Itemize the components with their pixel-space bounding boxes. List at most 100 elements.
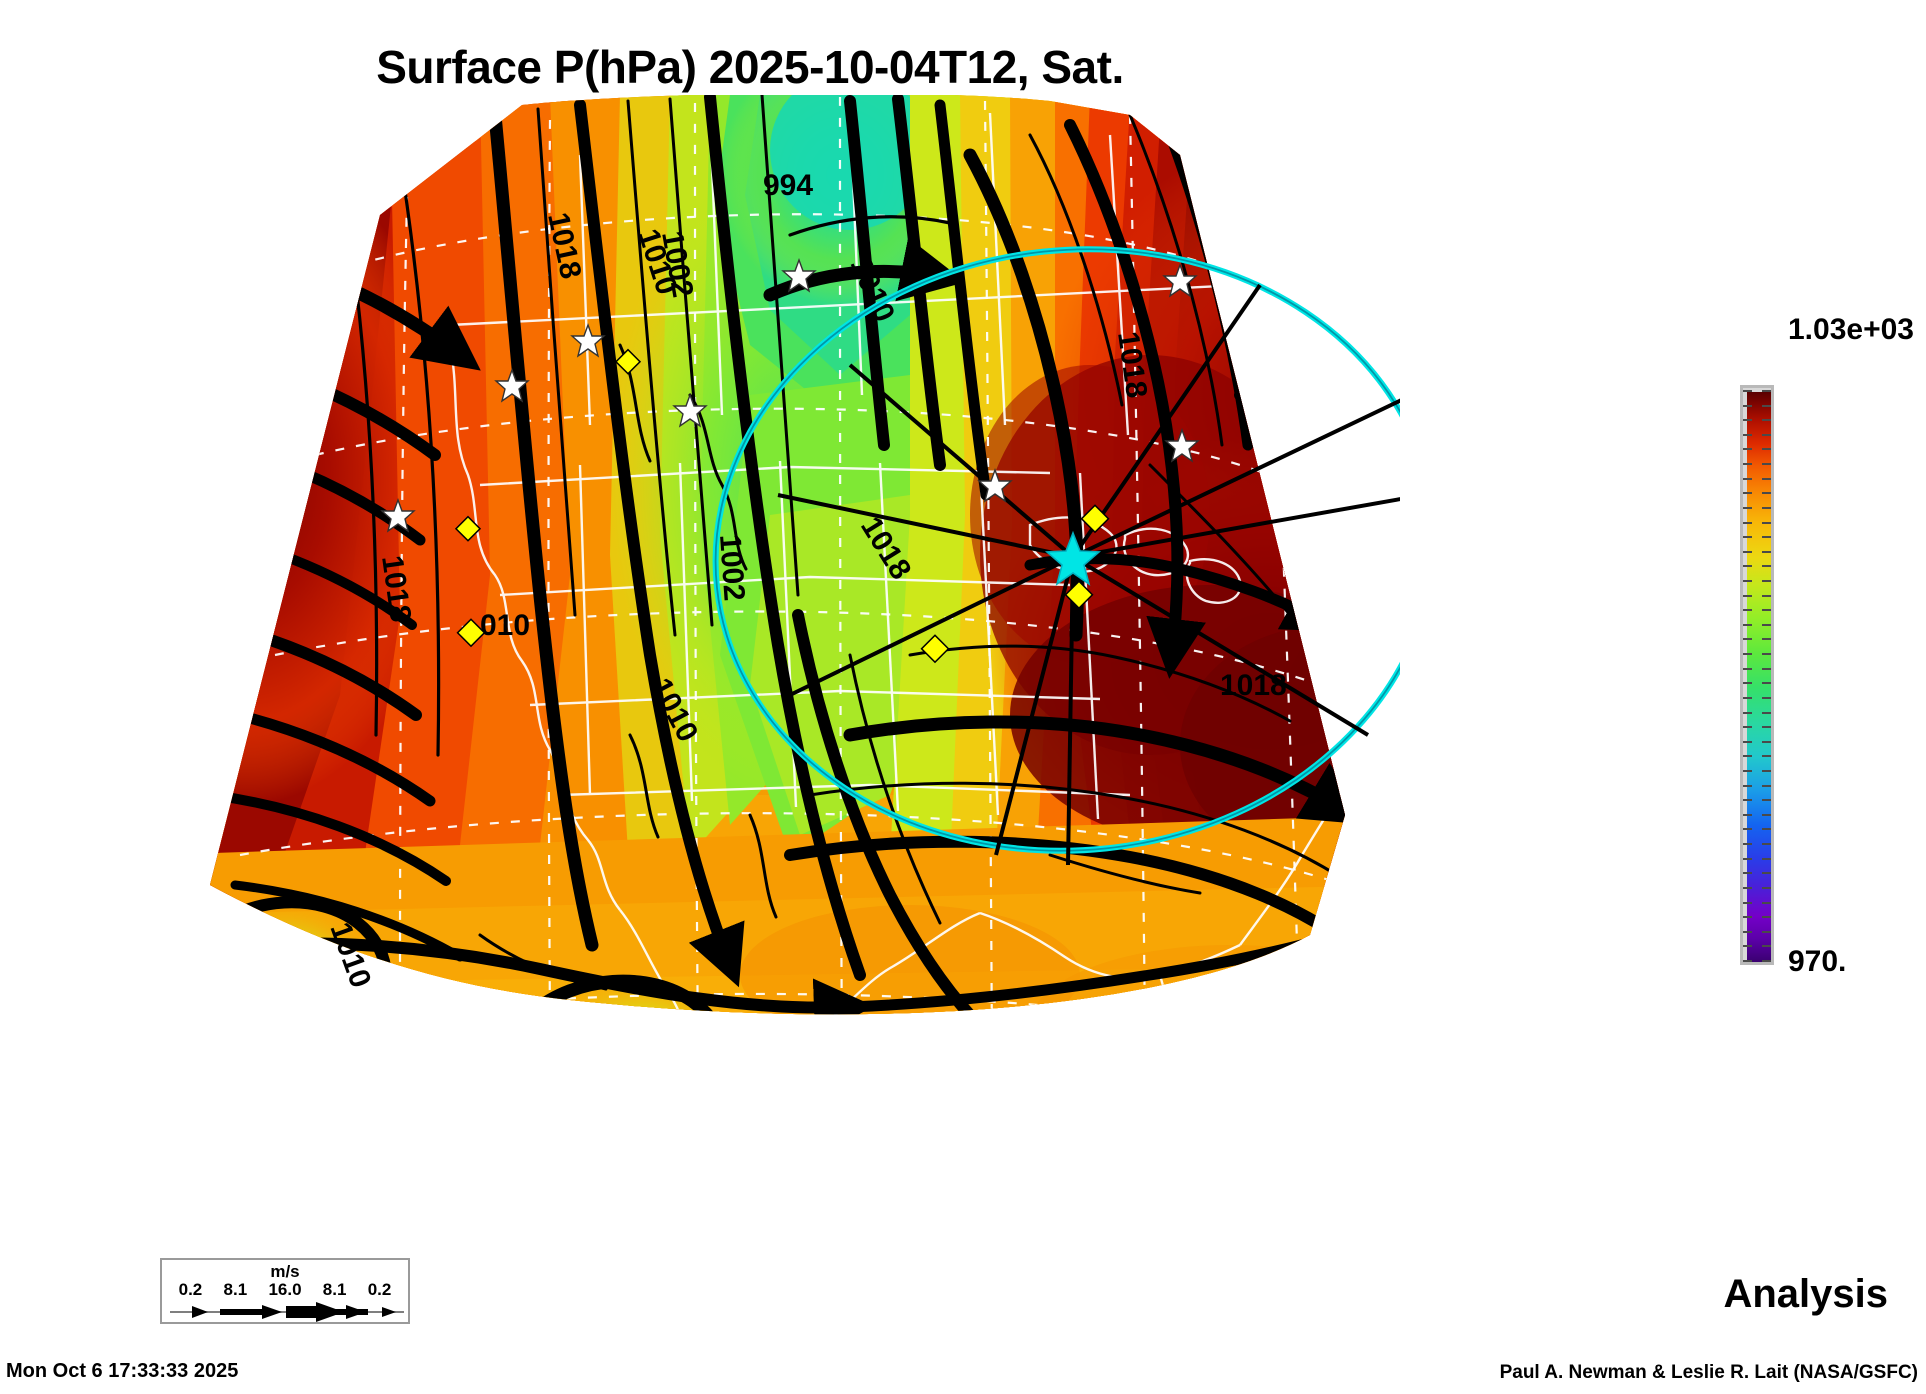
colorbar-tick: [1743, 726, 1752, 729]
colorbar-tick: [1743, 843, 1752, 846]
wind-legend-tick-label: 8.1: [223, 1280, 248, 1299]
colorbar-tick: [1762, 857, 1771, 860]
colorbar-tick: [1762, 740, 1771, 743]
white-star-markers[interactable]: [380, 257, 1200, 533]
colorbar-tick: [1762, 843, 1771, 846]
colorbar-tick: [1762, 536, 1771, 539]
station-marker-diamond[interactable]: [456, 618, 486, 648]
colorbar-tick: [1743, 930, 1752, 933]
flight-track-lines: [777, 283, 1400, 866]
colorbar-tick: [1743, 565, 1752, 568]
white-star-marker: [1164, 427, 1200, 463]
cyan-range-ring-edge: [714, 248, 1400, 852]
wind-legend-ticks: 0.2 8.1 16.0 8.1 0.2: [162, 1280, 408, 1300]
colorbar-min-label: 970.: [1788, 945, 1847, 978]
colorbar: 1.03e+03 970.: [1740, 313, 1926, 985]
colorbar-tick: [1743, 799, 1752, 802]
colorbar-tick: [1762, 711, 1771, 714]
colorbar-tick: [1743, 682, 1752, 685]
colorbar-tick: [1762, 550, 1771, 553]
contour-label-994: 994: [763, 169, 813, 202]
colorbar-tick: [1762, 799, 1771, 802]
colorbar-tick: [1762, 653, 1771, 656]
colorbar-tick: [1743, 433, 1752, 436]
colorbar-tick: [1743, 623, 1752, 626]
colorbar-tick: [1762, 682, 1771, 685]
colorbar-tick: [1743, 390, 1752, 392]
colorbar-tick: [1762, 770, 1771, 772]
colorbar-tick: [1743, 506, 1752, 509]
colorbar-tick: [1743, 872, 1752, 875]
colorbar-tick: [1743, 916, 1752, 919]
white-star-marker: [977, 467, 1013, 503]
colorbar-tick: [1743, 580, 1752, 582]
colorbar-tick: [1743, 711, 1752, 714]
colorbar-tick: [1743, 770, 1752, 772]
colorbar-tick: [1762, 886, 1771, 889]
colorbar-tick: [1743, 653, 1752, 656]
colorbar-tick: [1743, 886, 1752, 889]
colorbar-tick: [1762, 667, 1771, 670]
colorbar-tick: [1743, 521, 1752, 524]
colorbar-tick: [1743, 945, 1752, 948]
colorbar-tick: [1762, 945, 1771, 948]
wind-legend-tick-label: 8.1: [322, 1280, 347, 1299]
colorbar-tick: [1762, 901, 1771, 904]
colorbar-tick: [1743, 550, 1752, 553]
colorbar-tick: [1743, 638, 1752, 641]
colorbar-tick: [1762, 960, 1771, 962]
white-star-marker: [570, 322, 606, 358]
colorbar-tick: [1762, 580, 1771, 582]
station-marker-diamond[interactable]: [454, 515, 482, 542]
analysis-label: Analysis: [1723, 1272, 1888, 1316]
colorbar-tick: [1743, 536, 1752, 539]
colorbar-tick: [1762, 419, 1771, 422]
colorbar-tick: [1762, 813, 1771, 816]
colorbar-tick: [1762, 623, 1771, 626]
colorbar-tick: [1743, 901, 1752, 904]
wind-legend-tick-label: 16.0: [268, 1280, 302, 1299]
station-markers[interactable]: [380, 257, 1200, 664]
colorbar-tick: [1762, 477, 1771, 480]
colorbar-ticks: [1740, 385, 1774, 965]
colorbar-tick: [1762, 463, 1771, 466]
range-ring-group: [712, 246, 1400, 854]
station-marker-diamond[interactable]: [1080, 504, 1110, 534]
colorbar-tick: [1743, 419, 1752, 422]
colorbar-tick: [1762, 506, 1771, 509]
white-star-marker: [380, 497, 416, 533]
colorbar-tick: [1762, 594, 1771, 597]
colorbar-tick: [1743, 609, 1752, 612]
colorbar-tick: [1762, 696, 1771, 699]
colorbar-tick: [1743, 755, 1752, 758]
colorbar-tick: [1743, 784, 1752, 787]
wind-speed-legend: m/s 0.2 8.1 16.0 8.1 0.2: [160, 1258, 410, 1324]
wind-legend-tick-label: 0.2: [178, 1280, 203, 1299]
page-title: Surface P(hPa) 2025-10-04T12, Sat.: [376, 41, 1124, 93]
colorbar-frame: [1740, 385, 1774, 965]
colorbar-tick: [1743, 960, 1752, 962]
colorbar-tick: [1762, 930, 1771, 933]
white-star-marker: [1162, 262, 1198, 298]
colorbar-tick: [1762, 492, 1771, 495]
colorbar-tick: [1762, 404, 1771, 407]
map-canvas[interactable]: 994 1010 1018 1002 1010 1018 1002 1018 0…: [150, 95, 1400, 1235]
colorbar-tick: [1762, 755, 1771, 758]
surface-pressure-map[interactable]: 994 1010 1018 1002 1010 1018 1002 1018 0…: [150, 95, 1400, 1235]
colorbar-tick: [1743, 740, 1752, 743]
colorbar-tick: [1743, 667, 1752, 670]
colorbar-tick: [1762, 390, 1771, 392]
station-marker-diamond[interactable]: [614, 348, 642, 375]
contour-label-1010-sw: 010: [480, 609, 530, 642]
author-credit: Paul A. Newman & Leslie R. Lait (NASA/GS…: [1499, 1362, 1918, 1383]
colorbar-tick: [1762, 521, 1771, 524]
colorbar-tick: [1762, 609, 1771, 612]
colorbar-max-label: 1.03e+03: [1788, 313, 1914, 346]
colorbar-tick: [1762, 565, 1771, 568]
center-star-marker[interactable]: [1044, 530, 1102, 586]
station-marker-diamond[interactable]: [1064, 580, 1094, 610]
generation-timestamp: Mon Oct 6 17:33:33 2025: [6, 1360, 239, 1382]
colorbar-tick: [1762, 726, 1771, 729]
station-marker-diamond[interactable]: [920, 634, 950, 664]
